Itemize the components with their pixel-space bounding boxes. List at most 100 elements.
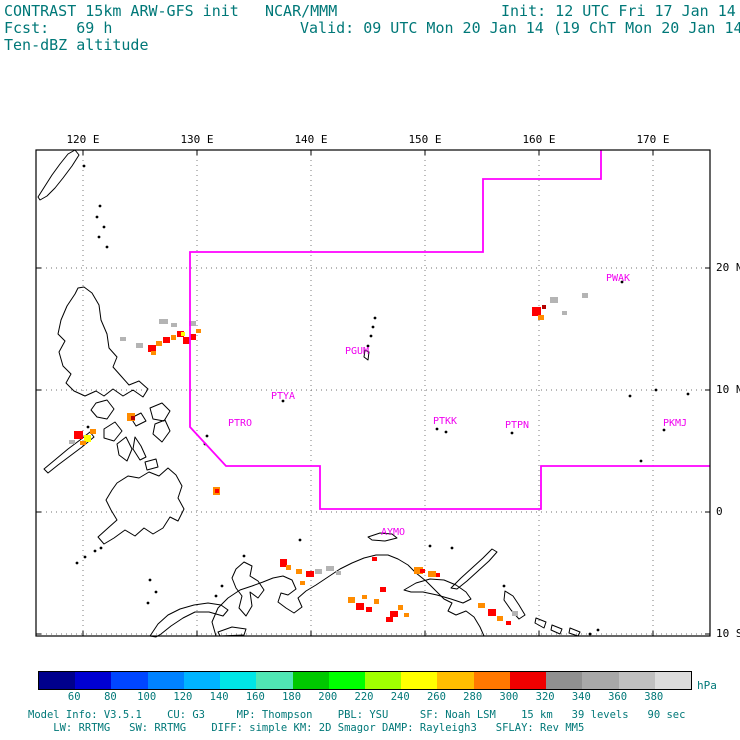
radar-echo bbox=[420, 569, 425, 573]
forecast-hour: Fcst: 69 h bbox=[4, 19, 113, 37]
island-speck bbox=[371, 325, 375, 329]
radar-echo bbox=[478, 603, 485, 608]
radar-echo bbox=[131, 416, 135, 420]
island-speck bbox=[83, 555, 87, 559]
island-speck bbox=[75, 561, 79, 565]
radar-echo bbox=[538, 315, 544, 320]
island-speck bbox=[99, 546, 103, 550]
radar-echo bbox=[506, 621, 511, 625]
island-speck bbox=[214, 594, 218, 598]
radar-echo bbox=[163, 337, 170, 343]
radar-echo bbox=[366, 607, 372, 612]
radar-echo bbox=[177, 331, 184, 337]
radar-echo bbox=[300, 581, 305, 585]
colorbar-cell bbox=[183, 672, 221, 689]
island-speck bbox=[369, 334, 373, 338]
radar-echo bbox=[196, 329, 201, 333]
island-speck bbox=[620, 280, 624, 284]
radar-echo bbox=[156, 341, 162, 346]
radar-echo bbox=[542, 305, 546, 309]
coastline bbox=[37, 149, 80, 201]
radar-echo bbox=[80, 441, 86, 445]
radar-echo bbox=[348, 597, 355, 603]
radar-echo bbox=[356, 603, 364, 610]
radar-echo bbox=[280, 559, 287, 567]
coastline bbox=[130, 412, 147, 427]
init-time: Init: 12 UTC Fri 17 Jan 14 bbox=[501, 2, 736, 20]
island-speck bbox=[205, 434, 209, 438]
island-speck bbox=[450, 546, 454, 550]
island-speck bbox=[366, 344, 370, 348]
coastline bbox=[144, 458, 159, 471]
footer-model-info: Model Info: V3.5.1 CU: G3 MP: Thompson P… bbox=[28, 709, 686, 721]
coastline bbox=[231, 561, 265, 617]
radar-echo bbox=[336, 571, 341, 575]
radar-echo bbox=[74, 431, 83, 439]
radar-echo bbox=[306, 571, 314, 577]
radar-echo bbox=[550, 297, 558, 303]
colorbar-cell bbox=[509, 672, 547, 689]
coastline bbox=[217, 626, 247, 637]
radar-echo bbox=[374, 599, 379, 604]
radar-echo bbox=[582, 293, 588, 298]
radar-echo bbox=[512, 611, 518, 616]
radar-echo bbox=[562, 311, 567, 315]
radar-echo bbox=[414, 567, 423, 574]
island-speck bbox=[82, 164, 86, 168]
colorbar-cell bbox=[111, 672, 148, 689]
coastline bbox=[550, 624, 563, 635]
coastline bbox=[363, 349, 370, 361]
radar-echo bbox=[148, 345, 156, 352]
colorbar-cell bbox=[618, 672, 655, 689]
island-speck bbox=[662, 428, 666, 432]
coastline bbox=[403, 578, 472, 604]
radar-echo bbox=[398, 605, 403, 610]
valid-time: Valid: 09 UTC Mon 20 Jan 14 (19 ChT Mon … bbox=[300, 19, 740, 37]
island-speck bbox=[298, 538, 302, 542]
center-name: NCAR/MMM bbox=[265, 2, 338, 20]
island-speck bbox=[510, 431, 514, 435]
radar-echo bbox=[190, 334, 196, 340]
island-speck bbox=[654, 388, 658, 392]
colorbar-cell bbox=[147, 672, 184, 689]
radar-echo bbox=[136, 343, 143, 348]
island-speck bbox=[628, 394, 632, 398]
colorbar-cell bbox=[256, 672, 293, 689]
colorbar-unit-label: hPa bbox=[697, 679, 717, 692]
radar-echo bbox=[171, 335, 176, 340]
map-frame bbox=[35, 149, 711, 637]
coastline bbox=[450, 548, 498, 590]
radar-echo bbox=[315, 569, 322, 574]
coastline bbox=[57, 286, 149, 398]
radar-echo bbox=[404, 613, 409, 617]
radar-echo bbox=[497, 616, 503, 621]
coastline bbox=[103, 421, 123, 442]
island-speck bbox=[93, 549, 97, 553]
island-speck bbox=[435, 427, 439, 431]
colorbar bbox=[38, 671, 692, 690]
radar-echo bbox=[181, 332, 185, 336]
island-speck bbox=[281, 399, 285, 403]
island-speck bbox=[102, 225, 106, 229]
island-speck bbox=[502, 584, 506, 588]
colorbar-cell bbox=[292, 672, 329, 689]
island-speck bbox=[148, 578, 152, 582]
radar-echo bbox=[183, 337, 190, 344]
colorbar-cell bbox=[473, 672, 510, 689]
coastline bbox=[367, 532, 398, 542]
radar-echo bbox=[151, 351, 156, 355]
coastline bbox=[149, 402, 171, 422]
radar-echo bbox=[120, 337, 126, 341]
island-speck bbox=[97, 235, 101, 239]
island-speck bbox=[86, 425, 90, 429]
radar-echo bbox=[215, 489, 219, 493]
coastline bbox=[568, 627, 581, 637]
radar-echo bbox=[326, 566, 334, 571]
coastline bbox=[97, 467, 185, 545]
radar-echo bbox=[532, 307, 541, 316]
radar-echo bbox=[286, 565, 291, 570]
colorbar-cell bbox=[39, 672, 76, 689]
colorbar-cell bbox=[401, 672, 438, 689]
coastline bbox=[149, 602, 229, 638]
